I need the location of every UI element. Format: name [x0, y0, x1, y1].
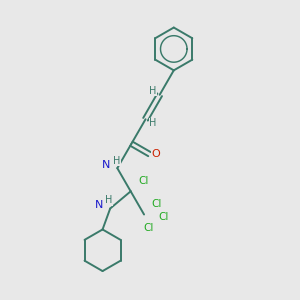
Text: Cl: Cl: [152, 199, 162, 209]
Text: Cl: Cl: [158, 212, 169, 223]
Text: H: H: [105, 195, 112, 205]
Text: Cl: Cl: [143, 223, 154, 233]
Text: O: O: [152, 149, 160, 159]
Text: H: H: [113, 156, 120, 166]
Text: N: N: [101, 160, 110, 170]
Text: Cl: Cl: [138, 176, 148, 186]
Text: H: H: [149, 85, 156, 96]
Text: N: N: [95, 200, 104, 210]
Text: H: H: [149, 118, 156, 128]
